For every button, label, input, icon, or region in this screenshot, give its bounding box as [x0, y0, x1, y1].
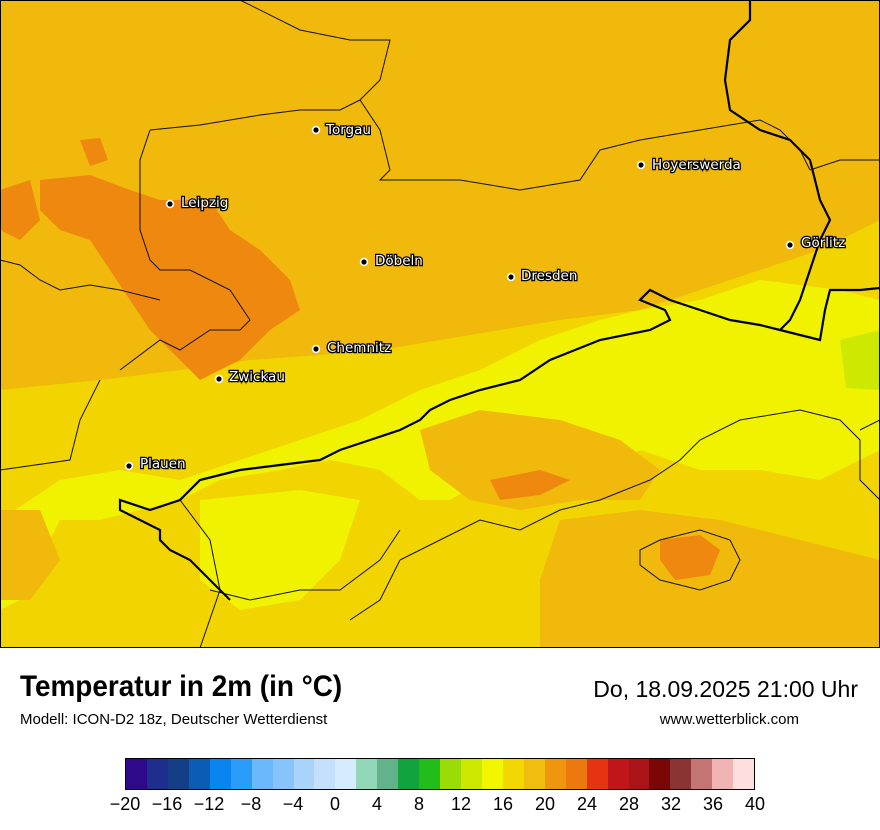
forecast-datetime: Do, 18.09.2025 21:00 Uhr — [593, 676, 858, 702]
city-label: Görlitz — [801, 235, 845, 251]
hot-patch-leipzig — [40, 175, 300, 380]
city-label: Chemnitz — [327, 340, 391, 356]
city-dresden: Dresden — [506, 267, 579, 285]
city-label: Plauen — [140, 456, 186, 472]
color-scale-cell — [565, 759, 587, 789]
color-scale-cell — [670, 759, 692, 789]
color-scale-tick-label: −12 — [193, 794, 225, 814]
city-plauen: Plauen — [124, 455, 187, 473]
color-scale-cell — [335, 759, 357, 789]
color-scale-tick-label: −20 — [109, 794, 141, 814]
color-scale-tick-label: −16 — [151, 794, 183, 814]
hot-patch-northwest — [80, 138, 108, 166]
website-link[interactable]: www.wetterblick.com — [659, 711, 799, 728]
map-title: Temperatur in 2m (in °C) — [20, 670, 343, 703]
color-scale-cell — [649, 759, 671, 789]
city-leipzig: Leipzig — [165, 194, 230, 212]
color-scale-cell — [356, 759, 378, 789]
city-label: Leipzig — [181, 195, 228, 211]
color-scale-cell — [628, 759, 650, 789]
color-scale-tick-label: 20 — [534, 794, 556, 814]
cool-patch-south — [200, 490, 360, 610]
color-scale-cell — [293, 759, 315, 789]
color-scale-cell — [230, 759, 252, 789]
color-scale-cell — [691, 759, 713, 789]
color-scale-tick-label: 24 — [576, 794, 598, 814]
color-scale — [125, 758, 755, 790]
cool-patch-east — [680, 330, 860, 430]
color-scale-cell — [586, 759, 608, 789]
city-goerlitz: Görlitz — [785, 234, 846, 252]
color-scale-cell — [167, 759, 189, 789]
model-info: Modell: ICON-D2 18z, Deutscher Wetterdie… — [20, 711, 328, 728]
hot-patch-west — [0, 180, 40, 240]
info-panel: Temperatur in 2m (in °C) Modell: ICON-D2… — [0, 648, 880, 830]
borders — [0, 0, 880, 648]
color-scale-tick-label: −4 — [282, 794, 304, 814]
color-scale-tick-label: 16 — [492, 794, 514, 814]
color-scale-cell — [377, 759, 399, 789]
green-patch-east — [840, 330, 880, 390]
color-scale-cell — [607, 759, 629, 789]
color-scale-cell — [188, 759, 210, 789]
color-scale-cell — [481, 759, 503, 789]
color-scale-cell — [398, 759, 420, 789]
hot-patch-southeast — [660, 535, 720, 580]
city-zwickau: Zwickau — [214, 368, 286, 386]
color-scale-tick-label: 40 — [744, 794, 766, 814]
city-torgau: Torgau — [311, 121, 372, 139]
color-scale-tick-label: 12 — [450, 794, 472, 814]
color-scale-ticks: −20 −16 −12 −8 −4 0 4 8 12 16 20 24 28 32 36 40 — [0, 794, 880, 818]
color-scale-tick-label: 8 — [413, 794, 425, 814]
color-scale-cell — [712, 759, 734, 789]
color-scale-tick-label: 36 — [702, 794, 724, 814]
color-scale-cell — [523, 759, 545, 789]
city-label: Dresden — [521, 268, 577, 284]
temperature-map: Torgau Hoyerswerda Leipzig Görlitz Döbel… — [0, 0, 880, 648]
color-scale-cell — [209, 759, 231, 789]
city-chemnitz: Chemnitz — [311, 339, 392, 357]
color-scale-cell — [251, 759, 273, 789]
color-scale-tick-label: 32 — [660, 794, 682, 814]
color-scale-cell — [314, 759, 336, 789]
color-scale-tick-label: 4 — [371, 794, 383, 814]
color-scale-cell — [126, 759, 147, 789]
color-scale-tick-label: −8 — [240, 794, 262, 814]
national-border — [118, 0, 880, 601]
warm-patch-southwest — [0, 510, 60, 600]
color-scale-cell — [544, 759, 566, 789]
city-label: Hoyerswerda — [652, 157, 741, 173]
city-doebeln: Döbeln — [359, 252, 424, 270]
color-scale-cell — [272, 759, 294, 789]
color-scale-cell — [440, 759, 461, 789]
color-scale-tick-label: 28 — [618, 794, 640, 814]
city-label: Zwickau — [229, 369, 285, 385]
warm-patch-erzgebirge — [420, 410, 660, 510]
city-hoyerswerda: Hoyerswerda — [636, 156, 742, 174]
color-scale-cell — [146, 759, 168, 789]
color-scale-cell — [461, 759, 482, 789]
color-scale-cell — [733, 759, 755, 789]
warm-patch-southeast — [540, 510, 880, 648]
color-scale-cell — [419, 759, 441, 789]
city-label: Döbeln — [375, 253, 423, 269]
hot-patch-erzgebirge — [490, 470, 570, 500]
city-label: Torgau — [325, 122, 371, 138]
color-scale-cell — [502, 759, 524, 789]
color-scale-tick-label: 0 — [329, 794, 341, 814]
